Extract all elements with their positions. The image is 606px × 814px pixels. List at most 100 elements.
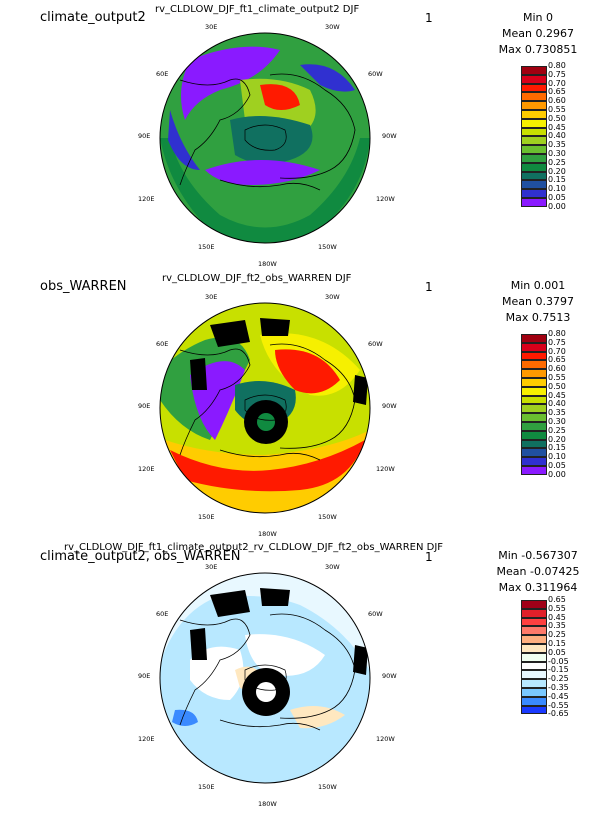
colorbar-tick-label: 0.60: [548, 96, 566, 106]
panel-number: 1: [425, 280, 433, 294]
colorbar-swatch: 0.30: [521, 149, 566, 163]
stat-max: Max 0.311964: [498, 581, 578, 594]
map-label: 30W: [325, 293, 340, 301]
colorbar-tick-label: 0.25: [548, 630, 566, 640]
colorbar-tick-label: 0.15: [548, 443, 566, 453]
colorbar: 0.80 0.75 0.70 0.65 0.60 0.55 0.50 0.45 0.40 0.35…: [521, 330, 566, 478]
colorbar-tick-label: 0.60: [548, 364, 566, 374]
stat-min: Min 0: [522, 11, 553, 24]
colorbar-tick-label: -0.45: [548, 691, 569, 701]
colorbar-swatch: 0.20: [521, 435, 566, 449]
map-label: 90W: [382, 132, 397, 140]
stat-mean: Mean 0.3797: [502, 295, 574, 308]
map-label: 30W: [325, 563, 340, 571]
colorbar-tick-label: -0.05: [548, 656, 569, 666]
panel-title: rv_CLDLOW_DJF_ft1_climate_output2_rv_CLD…: [64, 542, 444, 553]
colorbar-swatch: -0.45: [521, 692, 569, 706]
panel-title: rv_CLDLOW_DJF_ft1_climate_output2 DJF: [155, 4, 360, 15]
colorbar-tick-label: -0.25: [548, 674, 569, 684]
colorbar-swatch: 0.50: [521, 382, 566, 396]
colorbar-swatch: 0.70: [521, 347, 566, 361]
colorbar-tick-label: 0.75: [548, 69, 566, 79]
colorbar-tick-label: 0.20: [548, 166, 566, 176]
colorbar-swatch: 0.80: [521, 330, 566, 343]
map-label: 120E: [138, 735, 155, 743]
colorbar-tick-label: 0.15: [548, 175, 566, 185]
map-label: 30E: [205, 23, 217, 31]
colorbar-swatch: 0.75: [521, 338, 566, 352]
panel-number: 1: [425, 11, 433, 25]
colorbar-swatch: 0.65: [521, 356, 566, 370]
colorbar-swatch: -0.15: [521, 666, 569, 680]
polar-map: 30E 30W 60E 60W 90E 90W 120E 120W 150E 150W 180W: [138, 23, 397, 268]
colorbar-tick-label: 0.70: [548, 78, 566, 88]
panel-label: obs_WARREN: [40, 279, 127, 294]
map-label: 120W: [376, 735, 395, 743]
colorbar-tick-label: 0.55: [548, 372, 566, 382]
map-label: 150E: [198, 783, 215, 791]
colorbar-swatch: 0.10: [521, 185, 566, 198]
colorbar-tick-label: 0.70: [548, 346, 566, 356]
colorbar-tick-label: 0.05: [548, 647, 566, 657]
colorbar-tick-label: 0.40: [548, 131, 566, 141]
colorbar-tick-label: 0.30: [548, 416, 566, 426]
colorbar-tick-label: 0.75: [548, 337, 566, 347]
map-label: 30W: [325, 23, 340, 31]
colorbar-tick-label: 0.55: [548, 603, 566, 613]
colorbar-swatch: 0.80: [521, 62, 566, 75]
map-label: 120W: [376, 465, 395, 473]
colorbar-tick-label: 0.80: [548, 61, 566, 70]
colorbar-swatch: 0.15: [521, 176, 566, 190]
colorbar-tick-label: 0.10: [548, 452, 566, 462]
stat-mean: Mean -0.07425: [496, 565, 580, 578]
map-label: 90W: [382, 672, 397, 680]
colorbar-tick-label: 0.05: [548, 192, 566, 202]
colorbar-tick-label: 0.55: [548, 104, 566, 114]
colorbar-tick-label: 0.50: [548, 113, 566, 123]
panel-label: climate_output2: [40, 10, 146, 25]
colorbar-swatch: 0.25: [521, 426, 566, 440]
colorbar-tick-label: -0.65: [548, 709, 569, 719]
map-label: 30E: [205, 293, 217, 301]
colorbar-tick-label: 0.40: [548, 399, 566, 409]
colorbar-swatch: 0.35: [521, 622, 566, 636]
stat-min: Min 0.001: [510, 279, 566, 292]
colorbar-tick-label: 0.45: [548, 122, 566, 132]
colorbar-tick-label: 0.20: [548, 434, 566, 444]
colorbar-swatch: 0.45: [521, 123, 566, 137]
colorbar-swatch: 0.35: [521, 141, 566, 154]
stat-mean: Mean 0.2967: [502, 27, 574, 40]
colorbar-swatch: 0.40: [521, 400, 566, 414]
colorbar-swatch: 0.45: [521, 391, 566, 405]
map-label: 150E: [198, 243, 215, 251]
map-label: 60W: [368, 70, 383, 78]
map-label: 90E: [138, 672, 150, 680]
panel-2: obs_WARREN rv_CLDLOW_DJF_ft2_obs_WARREN …: [0, 270, 606, 542]
stat-min: Min -0.567307: [498, 549, 578, 562]
colorbar-tick-label: 0.30: [548, 148, 566, 158]
panel-number: 1: [425, 550, 433, 564]
colorbar-swatch: 0.05: [521, 193, 566, 207]
colorbar-swatch: 0.10: [521, 453, 566, 466]
colorbar-tick-label: 0.35: [548, 140, 566, 150]
colorbar-tick-label: 0.05: [548, 460, 566, 470]
colorbar-swatch: 0.75: [521, 70, 566, 84]
colorbar-swatch: 0.25: [521, 158, 566, 172]
colorbar: 0.65 0.55 0.45 0.35 0.25 0.15 0.05 -0.05 -0.15 -0…: [521, 596, 569, 718]
colorbar-swatch: 0.70: [521, 79, 566, 93]
map-label: 60E: [156, 610, 168, 618]
map-label: 150W: [318, 243, 337, 251]
stat-max: Max 0.730851: [498, 43, 578, 56]
colorbar-tick-label: -0.35: [548, 682, 569, 692]
panel-1: climate_output2 rv_CLDLOW_DJF_ft1_climat…: [0, 0, 606, 272]
colorbar-tick-label: 0.50: [548, 381, 566, 391]
colorbar-swatch: -0.35: [521, 683, 569, 697]
colorbar-tick-label: 0.45: [548, 612, 566, 622]
colorbar-swatch: 0.55: [521, 105, 566, 119]
map-label: 60W: [368, 610, 383, 618]
colorbar-swatch: 0.40: [521, 132, 566, 146]
colorbar-swatch: 0.65: [521, 596, 566, 609]
stats-box: Min 0 Mean 0.2967 Max 0.730851: [478, 10, 598, 58]
map-label: 30E: [205, 563, 217, 571]
colorbar-tick-label: 0.65: [548, 355, 566, 365]
